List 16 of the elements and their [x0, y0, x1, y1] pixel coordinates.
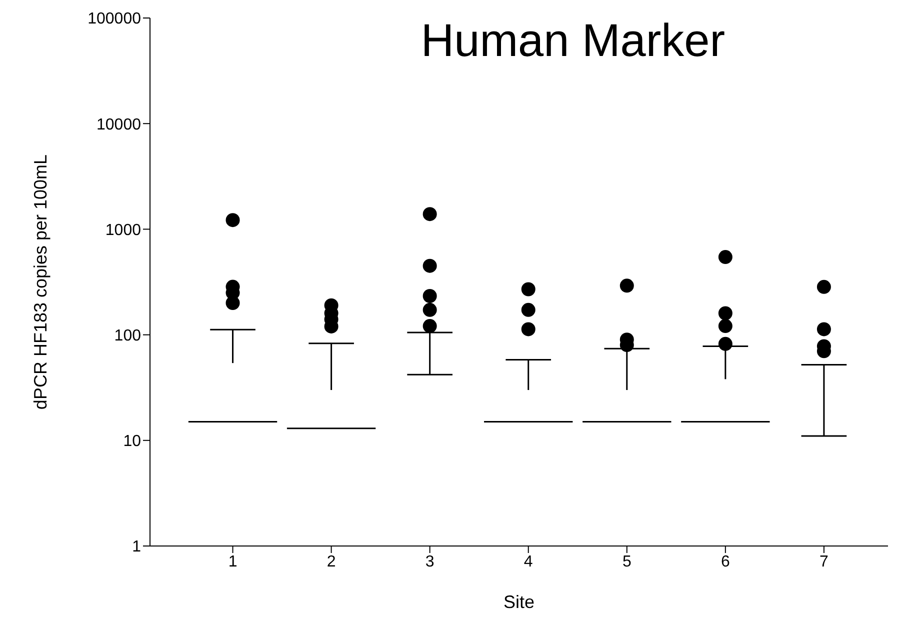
chart-title: Human Marker — [420, 14, 726, 66]
x-tick-label: 3 — [425, 553, 434, 570]
x-tick-label: 6 — [720, 553, 730, 570]
x-tick-label: 2 — [326, 553, 336, 570]
y-tick-label: 1 — [132, 538, 142, 556]
x-tick-label: 7 — [820, 553, 828, 570]
y-tick-label: 10000 — [96, 116, 142, 134]
y-tick-label: 10 — [123, 433, 142, 450]
x-tick-label: 4 — [524, 553, 533, 570]
y-tick-label: 100000 — [88, 10, 142, 28]
x-tick-label: 1 — [228, 553, 238, 570]
y-axis-title: dPCR HF183 copies per 100mL — [30, 154, 50, 410]
x-tick-label: 5 — [622, 553, 632, 570]
y-tick-label: 1000 — [105, 222, 142, 239]
y-tick-label: 100 — [114, 327, 142, 344]
x-axis-title: Site — [503, 592, 535, 612]
